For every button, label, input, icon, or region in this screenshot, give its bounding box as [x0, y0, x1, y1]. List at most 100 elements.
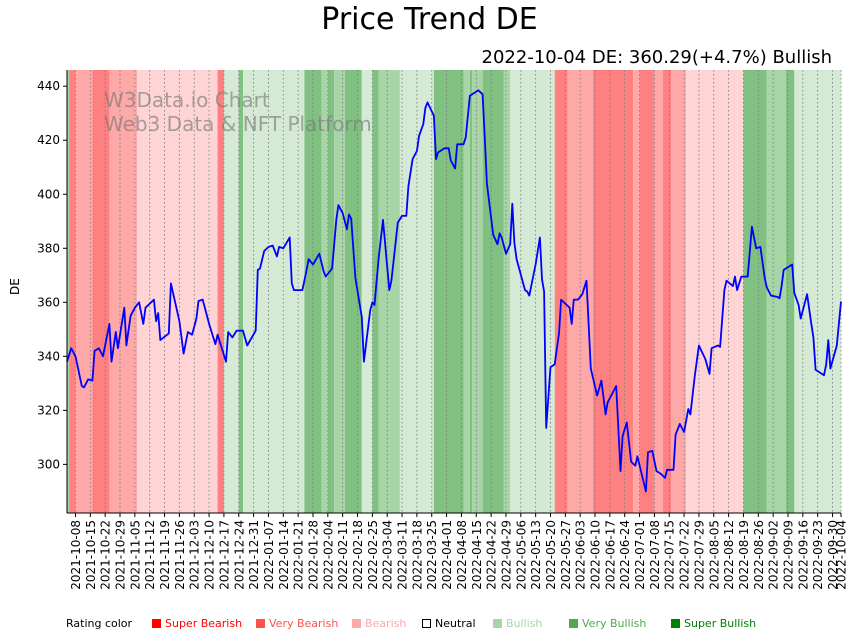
x-tick-label: 2022-07-29	[692, 520, 706, 590]
legend-item: Bullish	[493, 617, 542, 630]
legend-item: Very Bullish	[569, 617, 646, 630]
legend-item: Super Bullish	[671, 617, 756, 630]
legend-label: Very Bearish	[269, 617, 339, 630]
rating-band	[217, 70, 224, 513]
rating-band	[633, 70, 640, 513]
legend-swatch	[152, 619, 161, 628]
rating-band	[654, 70, 663, 513]
y-tick-label: 300	[37, 457, 60, 471]
rating-band	[361, 70, 373, 513]
rating-band	[472, 70, 483, 513]
legend-item: Very Bearish	[256, 617, 338, 630]
x-tick-label: 2022-03-25	[425, 520, 439, 590]
y-tick-label: 340	[37, 349, 60, 363]
rating-band	[92, 70, 110, 513]
legend-swatch	[352, 619, 361, 628]
x-tick-label: 2022-08-05	[707, 520, 721, 590]
rating-band	[503, 70, 511, 513]
rating-band	[482, 70, 504, 513]
x-tick-label: 2021-10-08	[69, 520, 83, 590]
x-tick-label: 2022-08-12	[722, 520, 736, 590]
watermark-line: W3Data.io Chart	[104, 88, 270, 112]
legend-label: Very Bullish	[582, 617, 647, 630]
legend-label: Super Bearish	[165, 617, 243, 630]
x-tick-label: 2022-02-25	[366, 520, 380, 590]
rating-band	[592, 70, 634, 513]
x-tick-label: 2022-08-26	[752, 520, 766, 590]
x-tick-label: 2021-12-03	[188, 520, 202, 590]
rating-bands	[67, 70, 841, 513]
rating-band	[67, 70, 70, 513]
rating-band	[766, 70, 786, 513]
x-tick-label: 2022-05-13	[529, 520, 543, 590]
x-tick-label: 2022-07-22	[678, 520, 692, 590]
rating-band	[554, 70, 568, 513]
rating-band	[378, 70, 400, 513]
x-tick-label: 2022-07-15	[663, 520, 677, 590]
x-tick-label: 2022-10-04	[835, 520, 849, 590]
rating-band	[344, 70, 362, 513]
rating-band	[109, 70, 137, 513]
x-tick-label: 2022-02-04	[321, 520, 335, 590]
rating-band	[243, 70, 305, 513]
x-tick-label: 2021-11-26	[173, 520, 187, 590]
legend-label: Bullish	[506, 617, 543, 630]
y-tick-label: 400	[37, 187, 60, 201]
x-tick-label: 2022-09-30	[826, 520, 840, 590]
x-tick-label: 2021-10-22	[99, 520, 113, 590]
legend-swatch	[671, 619, 680, 628]
y-tick-label: 420	[37, 133, 60, 147]
x-tick-label: 2022-04-15	[470, 520, 484, 590]
rating-band	[238, 70, 244, 513]
rating-band	[75, 70, 93, 513]
rating-band	[463, 70, 470, 513]
legend-item: Super Bearish	[152, 617, 242, 630]
rating-band	[639, 70, 655, 513]
x-tick-label: 2022-03-11	[396, 520, 410, 590]
series-layer	[66, 89, 842, 493]
x-tick-label: 2022-09-23	[811, 520, 825, 590]
x-tick-label: 2021-12-17	[217, 520, 231, 590]
rating-band	[334, 70, 345, 513]
legend-item: Bearish	[352, 617, 406, 630]
legend-label: Super Bullish	[684, 617, 757, 630]
legend-swatch	[493, 619, 502, 628]
rating-band	[671, 70, 687, 513]
x-tick-label: 2021-11-12	[143, 520, 157, 590]
x-tick-label: 2022-07-08	[648, 520, 662, 590]
legend-swatch	[256, 619, 265, 628]
x-tick-label: 2022-01-07	[262, 520, 276, 590]
rating-band	[743, 70, 767, 513]
x-tick-label: 2021-12-10	[203, 520, 217, 590]
y-tick-label: 360	[37, 295, 60, 309]
x-tick-label: 2022-01-14	[277, 520, 291, 590]
rating-band	[327, 70, 335, 513]
chart-subtitle: 2022-10-04 DE: 360.29(+4.7%) Bullish	[481, 47, 832, 68]
watermark-line: Web3 Data & NFT Platform	[104, 112, 372, 136]
x-tick-label: 2022-06-24	[618, 520, 632, 590]
legend-swatch	[569, 619, 578, 628]
legend-title: Rating color	[66, 617, 133, 630]
x-tick-label: 2022-05-27	[559, 520, 573, 590]
rating-band	[469, 70, 473, 513]
x-tick-label: 2022-01-21	[292, 520, 306, 590]
x-tick-label: 2022-05-20	[544, 520, 558, 590]
rating-band	[69, 70, 76, 513]
x-tick-label: 2021-11-05	[128, 520, 142, 590]
x-tick-label: 2021-12-24	[232, 520, 246, 590]
x-tick-label: 2021-10-29	[114, 520, 128, 590]
x-tick-label: 2022-06-17	[603, 520, 617, 590]
legend-label: Bearish	[365, 617, 407, 630]
x-tick-label: 2022-09-16	[796, 520, 810, 590]
rating-band	[785, 70, 795, 513]
legend-label: Neutral	[435, 617, 476, 630]
x-tick-label: 2022-09-02	[767, 520, 781, 590]
x-tick-label: 2022-03-04	[381, 520, 395, 590]
x-tick-label: 2022-09-09	[781, 520, 795, 590]
x-tick-label: 2022-04-29	[499, 520, 513, 590]
chart-title: Price Trend DE	[321, 2, 538, 37]
x-tick-label: 2022-01-28	[306, 520, 320, 590]
x-tick-label: 2022-04-08	[455, 520, 469, 590]
x-tick-label: 2021-11-19	[158, 520, 172, 590]
